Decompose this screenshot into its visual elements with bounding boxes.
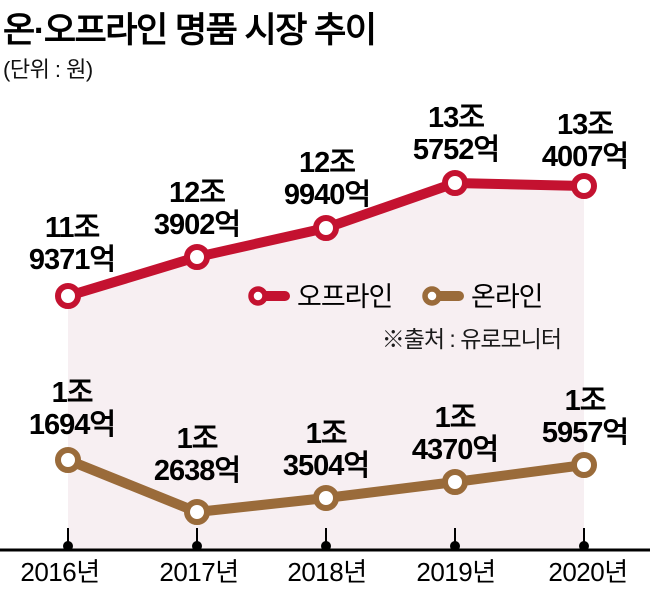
offline-point-2018 — [313, 215, 339, 241]
source-note: ※출처 : 유로모니터 — [382, 326, 561, 352]
online-value-labels: 1조 1694억 1조 2638억 1조 3504억 1조 4370억 1조 5… — [29, 377, 629, 487]
x-label-2018: 2018년 — [287, 557, 366, 587]
offline-value-labels: 11조 9371억 12조 3902억 12조 9940억 13조 5752억 … — [29, 102, 629, 276]
online-value-2020-line1: 1조 — [565, 385, 606, 417]
offline-value-2017-line2: 3902억 — [154, 208, 240, 241]
x-axis-ticks — [63, 528, 589, 551]
online-value-2017-line2: 2638억 — [154, 454, 240, 487]
x-label-2017: 2017년 — [159, 557, 238, 587]
offline-value-2019-line2: 5752억 — [413, 133, 499, 166]
tick-dot-2016 — [63, 541, 73, 551]
unit-note: (단위 : 원) — [3, 57, 93, 82]
online-value-2018-line1: 1조 — [306, 418, 347, 450]
online-point-2018 — [313, 485, 339, 511]
online-value-2017-line1: 1조 — [177, 423, 218, 455]
offline-value-2019-line1: 13조 — [428, 102, 484, 134]
online-point-2020 — [571, 452, 597, 478]
tick-dot-2019 — [450, 541, 460, 551]
online-value-2016-line2: 1694억 — [29, 408, 115, 441]
legend-offline-marker-icon — [248, 286, 290, 306]
chart-legend: 오프라인 온라인 ※출처 : 유로모니터 — [248, 282, 562, 352]
x-label-2020: 2020년 — [548, 557, 627, 587]
offline-value-2018-line2: 9940억 — [284, 178, 370, 211]
online-value-2018-line2: 3504억 — [283, 449, 369, 482]
online-point-2019 — [442, 469, 468, 495]
offline-value-2016-line2: 9371억 — [29, 243, 115, 276]
tick-dot-2020 — [579, 541, 589, 551]
x-label-2016: 2016년 — [20, 557, 99, 587]
tick-dot-2018 — [321, 541, 331, 551]
offline-value-2016-line1: 11조 — [45, 212, 100, 244]
x-axis-labels: 2016년 2017년 2018년 2019년 2020년 — [20, 557, 628, 587]
legend-offline-label: 오프라인 — [297, 282, 392, 312]
legend-online-label: 온라인 — [471, 282, 543, 312]
legend-online-marker-icon — [422, 286, 464, 306]
page-title: 온·오프라인 명품 시장 추이 — [3, 11, 377, 50]
online-point-2017 — [184, 499, 210, 525]
online-value-2020-line2: 5957억 — [542, 416, 628, 449]
offline-value-2017-line1: 12조 — [169, 177, 225, 209]
online-value-2019-line1: 1조 — [435, 402, 476, 434]
offline-point-2020 — [571, 173, 597, 199]
offline-value-2020-line2: 4007억 — [542, 140, 628, 173]
x-label-2019: 2019년 — [416, 557, 495, 587]
offline-area-fill — [68, 183, 584, 550]
offline-value-2020-line1: 13조 — [557, 109, 613, 141]
offline-point-2019 — [442, 170, 468, 196]
online-value-2019-line2: 4370억 — [412, 433, 498, 466]
offline-value-2018-line1: 12조 — [299, 147, 355, 179]
online-value-2016-line1: 1조 — [52, 377, 93, 409]
offline-point-2016 — [55, 283, 81, 309]
online-point-2016 — [55, 447, 81, 473]
offline-point-2017 — [184, 244, 210, 270]
tick-dot-2017 — [192, 541, 202, 551]
